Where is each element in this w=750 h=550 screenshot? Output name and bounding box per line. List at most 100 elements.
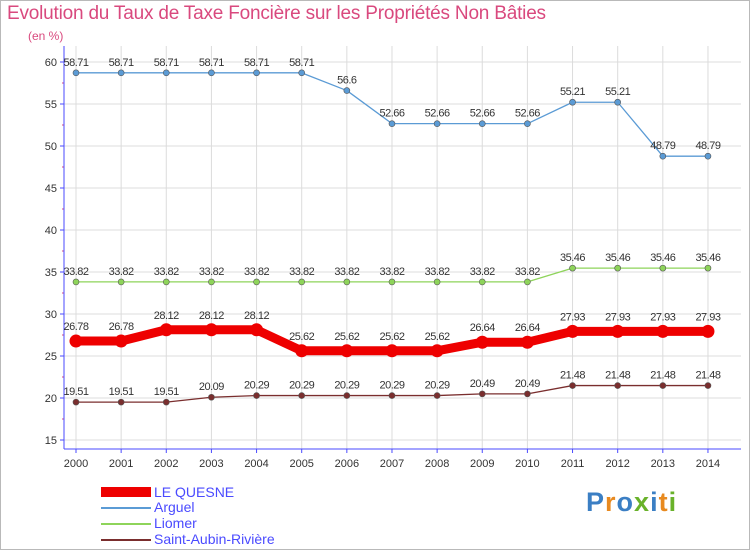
data-point bbox=[114, 334, 128, 348]
data-label: 20.49 bbox=[470, 378, 495, 390]
data-label: 35.46 bbox=[560, 252, 585, 264]
x-tick-label: 2014 bbox=[696, 458, 720, 470]
data-label: 25.62 bbox=[334, 331, 359, 343]
y-tick-label: 50 bbox=[45, 141, 57, 153]
data-label: 55.21 bbox=[560, 86, 585, 98]
y-tick-label: 25 bbox=[45, 351, 57, 363]
y-tick-label: 55 bbox=[45, 99, 57, 111]
data-label: 20.29 bbox=[244, 380, 269, 392]
data-point bbox=[343, 87, 351, 94]
x-tick-label: 2003 bbox=[199, 458, 223, 470]
data-point bbox=[295, 344, 309, 358]
data-label: 33.82 bbox=[109, 266, 134, 278]
y-tick-label: 35 bbox=[45, 267, 57, 279]
legend-swatch-saint-aubin-riviere bbox=[101, 539, 151, 541]
data-label: 19.51 bbox=[154, 386, 179, 398]
data-label: 26.78 bbox=[109, 321, 134, 333]
data-label: 28.12 bbox=[244, 310, 269, 322]
data-point bbox=[388, 278, 396, 286]
data-point bbox=[298, 69, 306, 77]
data-point bbox=[704, 264, 712, 272]
logo-letter: o bbox=[616, 487, 635, 517]
data-point bbox=[253, 392, 260, 399]
data-label: 58.71 bbox=[109, 57, 134, 69]
data-label: 21.48 bbox=[695, 370, 720, 382]
data-label: 56.6 bbox=[337, 75, 357, 87]
data-point bbox=[524, 390, 531, 398]
data-label: 48.79 bbox=[650, 140, 675, 152]
data-point bbox=[208, 69, 215, 77]
data-point bbox=[162, 69, 170, 77]
data-point bbox=[614, 98, 621, 106]
data-label: 26.78 bbox=[63, 321, 88, 333]
logo-letter: i bbox=[668, 487, 678, 517]
data-point bbox=[343, 392, 351, 399]
data-point bbox=[208, 393, 215, 401]
data-label: 26.64 bbox=[515, 322, 540, 334]
data-point bbox=[208, 278, 215, 286]
data-point bbox=[524, 120, 531, 127]
data-point bbox=[159, 323, 173, 337]
data-label: 35.46 bbox=[695, 252, 720, 264]
data-point bbox=[478, 390, 486, 398]
data-point bbox=[704, 152, 712, 160]
data-point bbox=[659, 264, 667, 272]
data-point bbox=[704, 382, 712, 389]
y-tick-label: 20 bbox=[45, 393, 57, 405]
data-point bbox=[117, 278, 125, 286]
data-point bbox=[569, 382, 576, 389]
data-point bbox=[659, 382, 667, 389]
x-tick-label: 2006 bbox=[335, 458, 359, 470]
data-label: 35.46 bbox=[650, 252, 675, 264]
legend-label-liomer: Liomer bbox=[154, 515, 197, 531]
data-label: 48.79 bbox=[695, 140, 720, 152]
data-point bbox=[298, 392, 306, 399]
data-label: 35.46 bbox=[605, 252, 630, 264]
data-label: 20.29 bbox=[425, 380, 450, 392]
data-point bbox=[388, 392, 396, 399]
data-label: 28.12 bbox=[154, 310, 179, 322]
data-point bbox=[385, 344, 399, 358]
data-label: 27.93 bbox=[560, 311, 585, 323]
data-label: 25.62 bbox=[289, 331, 314, 343]
data-point bbox=[430, 344, 444, 358]
data-point bbox=[433, 120, 441, 127]
x-tick-label: 2002 bbox=[154, 458, 178, 470]
data-point bbox=[433, 278, 441, 286]
legend-swatch-le-quesne bbox=[101, 487, 151, 497]
y-tick-label: 30 bbox=[45, 309, 57, 321]
data-point bbox=[298, 278, 306, 286]
data-point bbox=[614, 382, 621, 389]
data-label: 27.93 bbox=[650, 311, 675, 323]
data-point bbox=[117, 398, 125, 406]
data-point bbox=[162, 278, 170, 286]
data-point bbox=[72, 278, 80, 286]
data-label: 20.29 bbox=[334, 380, 359, 392]
x-tick-label: 2004 bbox=[244, 458, 268, 470]
data-point bbox=[69, 334, 83, 348]
x-tick-label: 2013 bbox=[651, 458, 675, 470]
data-label: 20.09 bbox=[199, 381, 224, 393]
data-point bbox=[340, 344, 354, 358]
data-point bbox=[569, 264, 576, 272]
data-point bbox=[478, 278, 486, 286]
logo-letter: x bbox=[634, 487, 651, 517]
data-point bbox=[204, 323, 218, 337]
data-point bbox=[162, 398, 170, 406]
data-label: 33.82 bbox=[379, 266, 404, 278]
data-point bbox=[701, 324, 715, 338]
data-point bbox=[343, 278, 351, 286]
data-label: 33.82 bbox=[154, 266, 179, 278]
x-tick-label: 2001 bbox=[109, 458, 133, 470]
data-point bbox=[253, 278, 260, 286]
legend-label-arguel: Arguel bbox=[154, 499, 195, 515]
y-tick-label: 45 bbox=[45, 183, 57, 195]
y-tick-label: 15 bbox=[45, 435, 57, 447]
data-point bbox=[253, 69, 260, 77]
x-tick-label: 2011 bbox=[561, 458, 585, 470]
data-label: 52.66 bbox=[425, 108, 450, 120]
data-point bbox=[72, 398, 80, 406]
data-point bbox=[569, 98, 576, 106]
